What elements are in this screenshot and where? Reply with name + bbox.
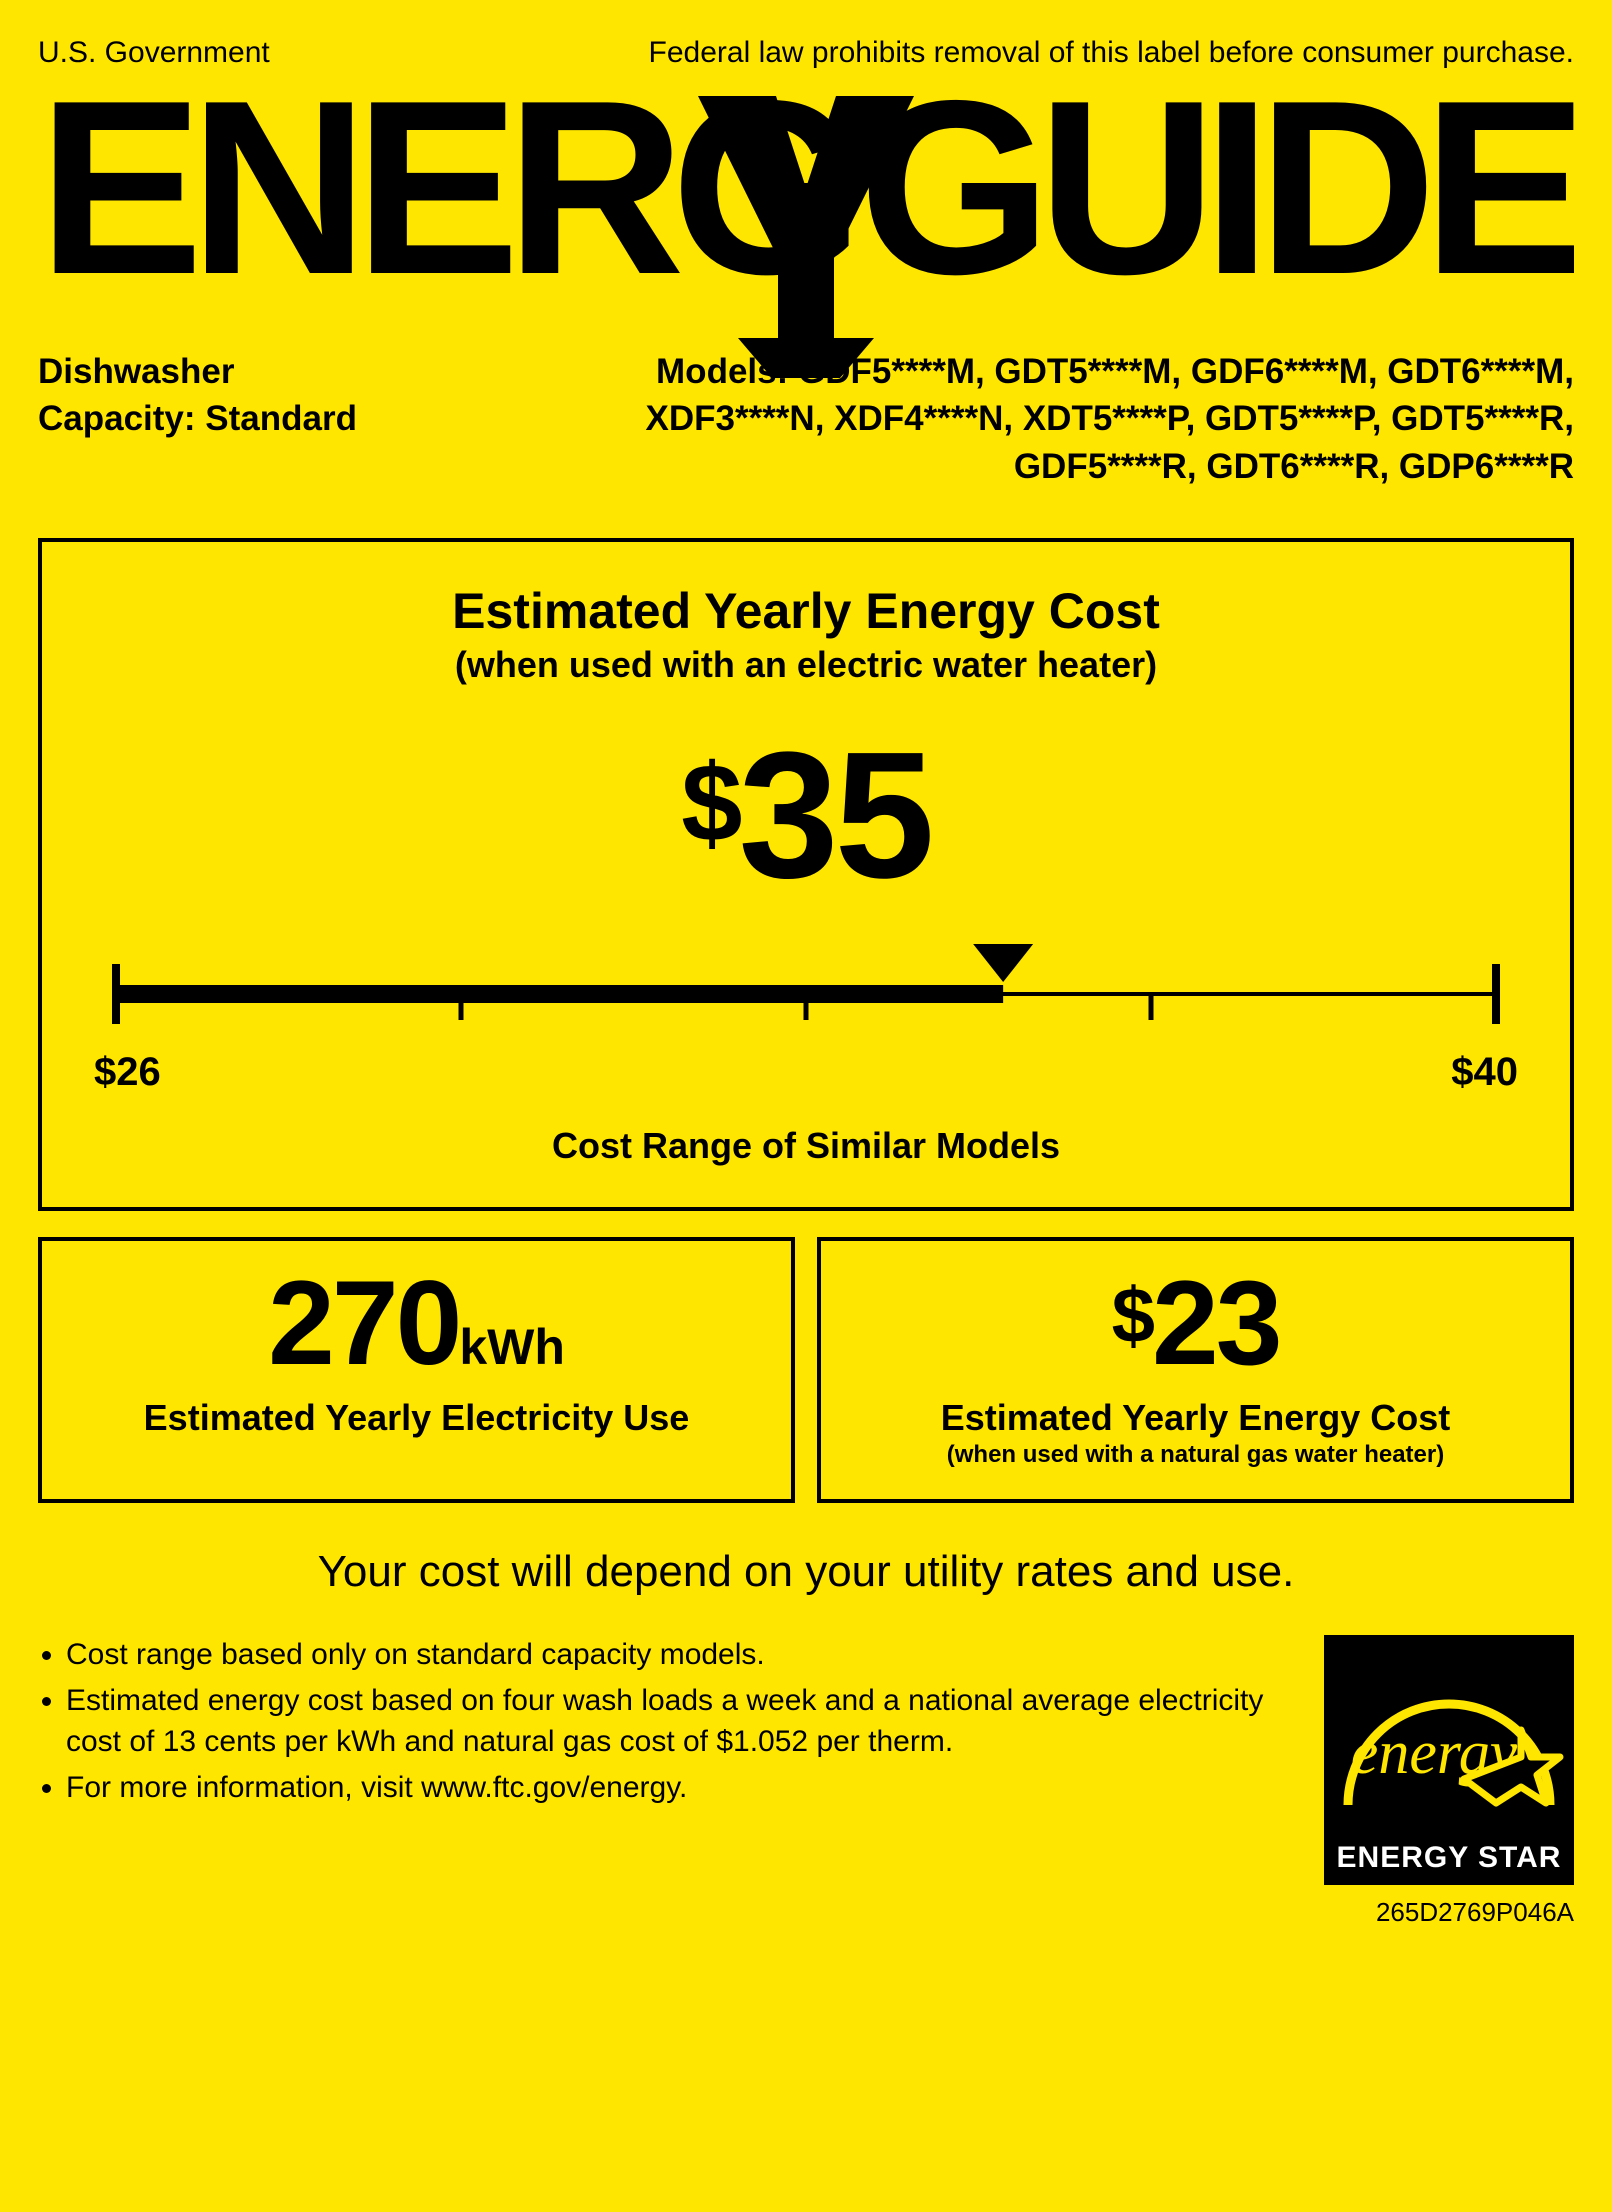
footer-row: Cost range based only on standard capaci… [38,1635,1574,1928]
scale-caption: Cost Range of Similar Models [94,1125,1518,1167]
svg-text:GUIDE: GUIDE [859,78,1574,326]
electricity-use-box: 270kWh Estimated Yearly Electricity Use [38,1237,795,1503]
gas-caption-sub: (when used with a natural gas water heat… [841,1441,1550,1469]
kwh-value: 270kWh [62,1263,771,1383]
footnote-list: Cost range based only on standard capaci… [38,1635,1294,1815]
gas-cost-box: $23 Estimated Yearly Energy Cost (when u… [817,1237,1574,1503]
footnote-item: For more information, visit www.ftc.gov/… [66,1768,1294,1809]
cost-number: 35 [738,715,930,916]
kwh-number: 270 [268,1256,459,1390]
header-left: U.S. Government [38,36,270,70]
part-number: 265D2769P046A [1324,1897,1574,1928]
header-right: Federal law prohibits removal of this la… [649,36,1574,70]
gas-number: 23 [1152,1256,1279,1390]
cost-subtitle: (when used with an electric water heater… [94,644,1518,686]
kwh-unit: kWh [459,1319,565,1375]
cost-scale [94,924,1518,1044]
product-capacity: Capacity: Standard [38,395,357,442]
gas-caption: Estimated Yearly Energy Cost [841,1397,1550,1439]
gas-value: $23 [841,1263,1550,1383]
energyguide-logo: ENERG GUIDE [38,78,1574,378]
scale-max: $40 [1451,1050,1518,1095]
kwh-caption: Estimated Yearly Electricity Use [62,1397,771,1439]
cost-value: $35 [681,726,930,906]
energy-guide-label: U.S. Government Federal law prohibits re… [0,0,1612,2212]
energy-star-block: energy ENERGY STAR 265D2769P046A [1324,1635,1574,1928]
footnote-item: Estimated energy cost based on four wash… [66,1681,1294,1762]
cost-panel: Estimated Yearly Energy Cost (when used … [38,538,1574,1211]
energy-star-label: ENERGY STAR [1324,1835,1574,1885]
two-box-row: 270kWh Estimated Yearly Electricity Use … [38,1237,1574,1503]
scale-labels: $26 $40 [94,1050,1518,1095]
scale-min: $26 [94,1050,161,1095]
footnote-item: Cost range based only on standard capaci… [66,1635,1294,1676]
energy-star-icon: energy [1324,1635,1574,1835]
depend-line: Your cost will depend on your utility ra… [38,1547,1574,1597]
header-row: U.S. Government Federal law prohibits re… [38,36,1574,70]
energy-star-badge: energy ENERGY STAR [1324,1635,1574,1885]
currency-symbol: $ [681,742,738,865]
cost-title: Estimated Yearly Energy Cost [94,582,1518,640]
gas-currency: $ [1112,1271,1152,1359]
